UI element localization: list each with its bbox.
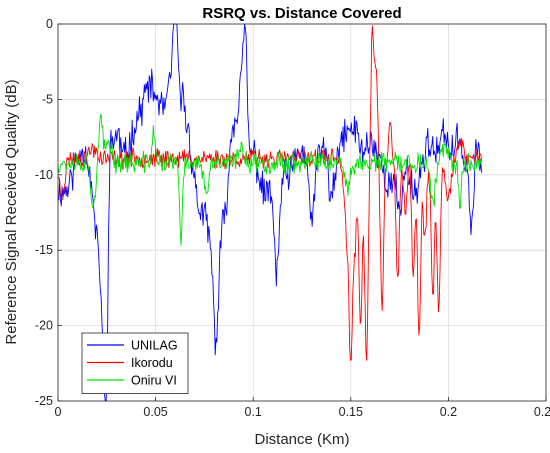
legend-entry: Ikorodu — [131, 356, 173, 370]
y-tick-label: 0 — [46, 17, 53, 31]
x-tick-label: 0 — [55, 405, 62, 419]
legend-box — [81, 332, 189, 394]
x-tick-label: 0.05 — [143, 405, 167, 419]
plot-frame — [57, 23, 547, 402]
legend-entry: UNILAG — [131, 339, 178, 353]
chart-title: RSRQ vs. Distance Covered — [202, 5, 401, 22]
x-tick-label: 0.15 — [339, 405, 363, 419]
y-tick-label: -5 — [42, 92, 53, 106]
y-tick-label: -15 — [35, 243, 53, 257]
y-tick-label: -10 — [35, 168, 53, 182]
x-tick-label: 0.1 — [245, 405, 262, 419]
y-tick-label: -25 — [35, 394, 53, 408]
x-axis-label: Distance (Km) — [254, 431, 349, 448]
series-line-oniru-vi — [57, 113, 482, 246]
legend-entry: Oniru VI — [131, 374, 177, 388]
ticks: 0 0.05 0.1 0.15 0.2 0.25 0 -5 -10 -15 -20 -25 — [35, 17, 550, 419]
series-layer — [57, 23, 483, 402]
legend: UNILAG Ikorodu Oniru VI — [81, 332, 189, 394]
y-tick-label: -20 — [35, 319, 53, 333]
y-axis-label: Reference Signal Received Quality (dB) — [3, 79, 20, 344]
x-tick-label: 0.25 — [534, 405, 550, 419]
x-tick-label: 0.2 — [440, 405, 457, 419]
